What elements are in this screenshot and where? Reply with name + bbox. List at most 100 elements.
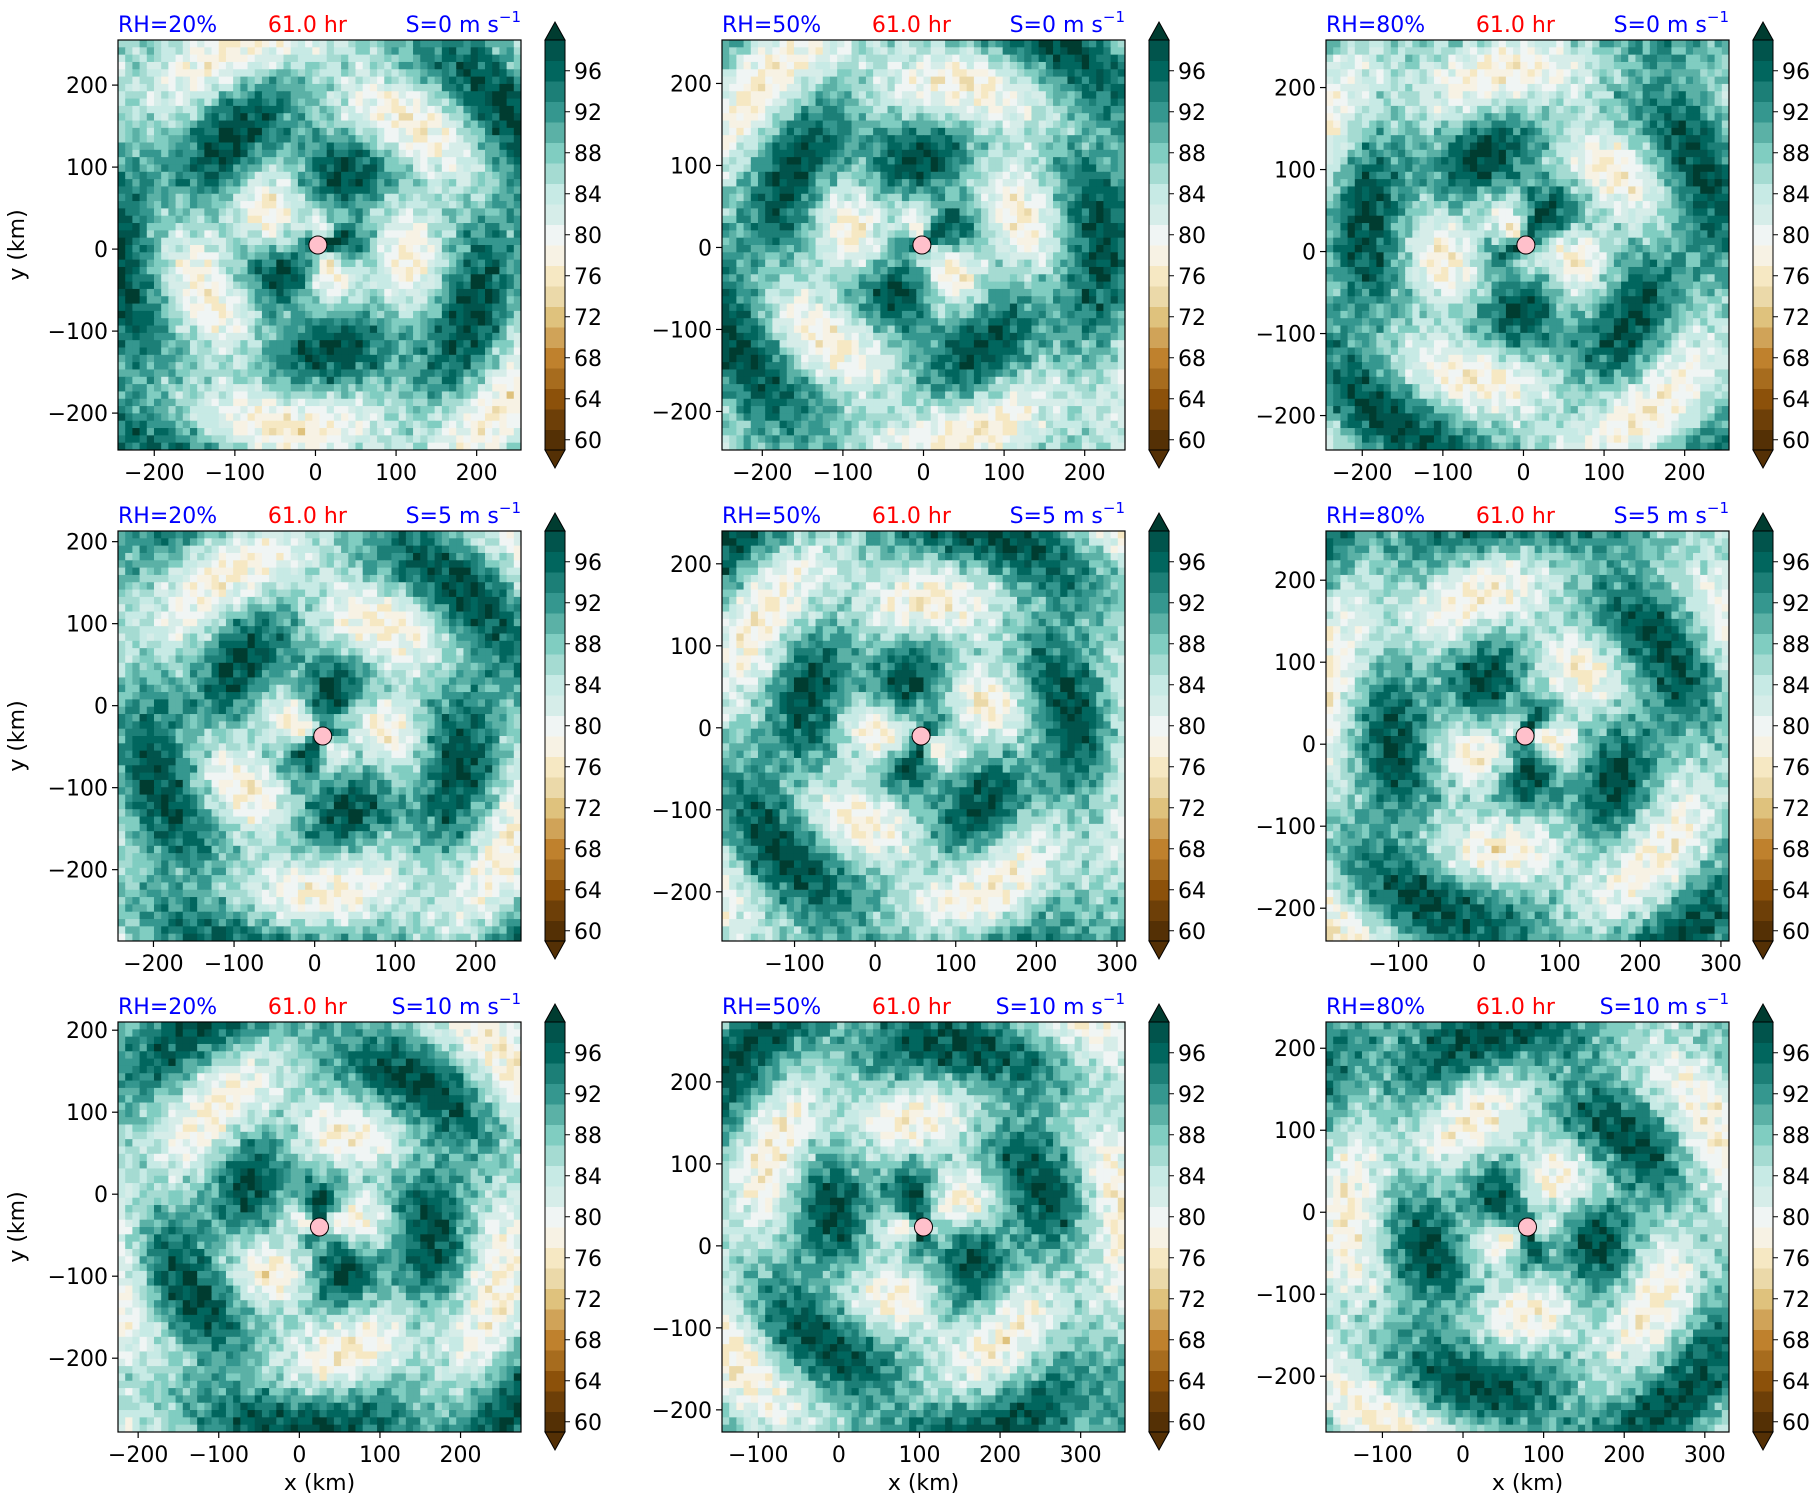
colorbar-segment <box>1149 1268 1169 1289</box>
colorbar-tick-label: 92 <box>1178 101 1206 126</box>
rh-label: RH=50% <box>722 995 821 1020</box>
colorbar-tick-label: 64 <box>1782 1370 1810 1395</box>
colorbar-segment <box>545 60 565 82</box>
x-tick-label: 100 <box>1523 1443 1565 1468</box>
colorbar-segment <box>1753 613 1773 634</box>
colorbar-segment <box>1753 900 1773 921</box>
colorbar-tick-label: 68 <box>1782 1329 1810 1354</box>
colorbar-segment <box>1149 1227 1169 1248</box>
colorbar-segment <box>1753 551 1773 573</box>
colorbar-tick-label: 88 <box>1782 142 1810 167</box>
colorbar-segment <box>1753 142 1773 164</box>
colorbar-segment <box>545 142 565 164</box>
colorbar-tick-label: 60 <box>574 920 602 945</box>
colorbar-tick-label: 60 <box>574 429 602 454</box>
colorbar-tick-label: 80 <box>574 715 602 740</box>
colorbar-segment <box>1753 81 1773 102</box>
colorbar-tick-label: 60 <box>1782 1411 1810 1436</box>
colorbar-tick-label: 80 <box>574 224 602 249</box>
colorbar-segment <box>1149 163 1169 184</box>
colorbar-tick-label: 84 <box>574 183 602 208</box>
axes-frame <box>1325 530 1730 942</box>
humidity-field <box>1326 1022 1729 1432</box>
colorbar-segment <box>1753 204 1773 225</box>
colorbar-tick-label: 80 <box>1782 715 1810 740</box>
colorbar-tick-label: 72 <box>574 1288 602 1313</box>
colorbar-segment <box>1149 1063 1169 1084</box>
colorbar-segment <box>1149 368 1169 389</box>
colorbar-segment <box>545 1104 565 1125</box>
y-tick-label: 100 <box>1274 159 1316 184</box>
colorbar-segment <box>1753 1145 1773 1166</box>
humidity-field <box>118 531 521 941</box>
colorbar-segment <box>545 1227 565 1248</box>
colorbar-segment <box>1149 1247 1169 1269</box>
colorbar-tick-label: 60 <box>574 1411 602 1436</box>
y-tick-label: −200 <box>48 1347 108 1372</box>
colorbar-tick-label: 84 <box>574 1165 602 1190</box>
storm-center-marker <box>313 726 333 746</box>
colorbar-tick-label: 80 <box>1178 224 1206 249</box>
colorbar-segment <box>1753 1083 1773 1105</box>
x-tick-label: 200 <box>455 952 497 977</box>
colorbar-segment <box>1149 818 1169 839</box>
colorbar-segment <box>1753 1391 1773 1412</box>
colorbar-extend-min <box>544 449 566 470</box>
x-tick-label: −100 <box>205 461 265 486</box>
storm-center-marker <box>911 726 931 746</box>
x-tick-label: 200 <box>1064 461 1106 486</box>
colorbar-tick-label: 64 <box>574 388 602 413</box>
y-tick-label: 200 <box>1274 77 1316 102</box>
colorbar-extend-max <box>544 1002 566 1023</box>
colorbar-frame <box>1148 39 1170 451</box>
colorbar-segment <box>1753 245 1773 266</box>
y-tick-label: 100 <box>66 156 108 181</box>
colorbar-segment <box>1753 654 1773 675</box>
colorbar-segment <box>1753 1104 1773 1125</box>
colorbar-extend-max <box>1752 20 1774 41</box>
colorbar-tick-label: 76 <box>574 265 602 290</box>
colorbar-tick-label: 84 <box>1178 1165 1206 1190</box>
y-tick-label: 100 <box>1274 1119 1316 1144</box>
colorbar-segment <box>1753 1227 1773 1248</box>
y-tick-label: 200 <box>66 1019 108 1044</box>
colorbar-segment <box>545 1165 565 1187</box>
colorbar-segment <box>1149 900 1169 921</box>
shear-label: S=0 m s−1 <box>406 8 521 38</box>
colorbar-extend-max <box>544 20 566 41</box>
rh-label: RH=20% <box>118 504 217 529</box>
colorbar-frame <box>544 1021 566 1433</box>
x-tick-label: −200 <box>123 952 183 977</box>
colorbar-extend-max <box>1148 1002 1170 1023</box>
colorbar-segment <box>545 1391 565 1412</box>
axes-frame <box>721 1021 1126 1433</box>
y-axis-label: y (km) <box>5 209 30 280</box>
colorbar-segment <box>1753 265 1773 287</box>
panel-7: −200 −100 0 100 200 −200 −100 0 100 200 RH=20% 61.0… <box>5 990 602 1496</box>
colorbar-segment <box>1753 1124 1773 1146</box>
rh-label: RH=80% <box>1326 13 1425 38</box>
colorbar-segment <box>1753 101 1773 123</box>
colorbar-segment <box>1149 1350 1169 1371</box>
x-tick-label: 300 <box>1700 952 1742 977</box>
x-tick-label: −100 <box>1352 1443 1412 1468</box>
colorbar-segment <box>545 347 565 369</box>
colorbar-segment <box>1149 1391 1169 1412</box>
colorbar-segment <box>1753 388 1773 410</box>
colorbar-tick-label: 84 <box>574 674 602 699</box>
colorbar-segment <box>545 1411 565 1433</box>
colorbar-segment <box>1753 879 1773 901</box>
colorbar-tick-label: 76 <box>1782 265 1810 290</box>
colorbar-segment <box>545 654 565 675</box>
colorbar-extend-max <box>1148 511 1170 532</box>
y-tick-label: 200 <box>670 72 712 97</box>
colorbar-tick-label: 96 <box>574 551 602 576</box>
x-tick-label: 100 <box>898 1443 940 1468</box>
storm-center-marker <box>308 235 328 255</box>
colorbar-segment <box>545 1063 565 1084</box>
shear-label: S=5 m s−1 <box>406 499 521 529</box>
y-tick-label: −200 <box>652 400 712 425</box>
colorbar-segment <box>1149 920 1169 942</box>
colorbar-segment <box>1753 1022 1773 1043</box>
time-label: 61.0 hr <box>268 504 348 529</box>
